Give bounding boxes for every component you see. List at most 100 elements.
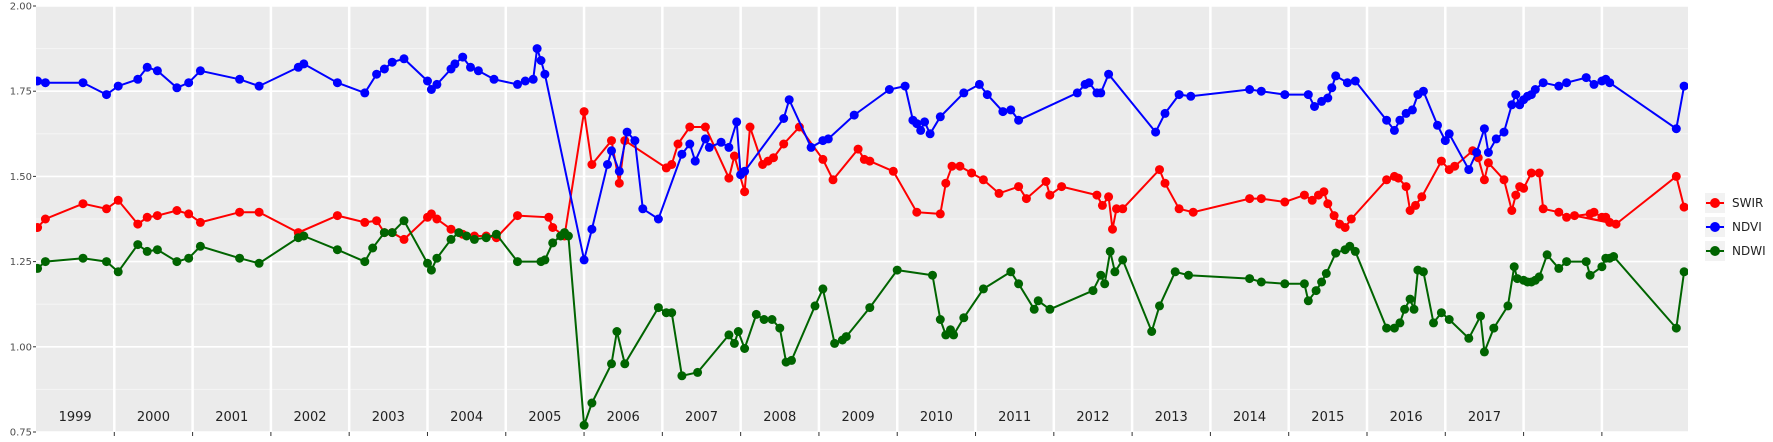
data-point (959, 88, 969, 98)
data-point (769, 153, 778, 163)
data-point (1340, 223, 1350, 232)
data-point (978, 284, 988, 294)
data-point (195, 66, 205, 76)
data-point (1507, 206, 1517, 215)
data-point (1409, 304, 1419, 314)
data-point (1105, 246, 1115, 256)
data-point (36, 263, 43, 273)
data-point (673, 139, 683, 149)
data-point (1507, 100, 1517, 110)
data-point (1679, 267, 1688, 277)
data-point (102, 204, 111, 214)
data-point (1280, 279, 1290, 289)
data-point (1188, 207, 1198, 217)
data-point (446, 224, 456, 234)
series-ndvi (36, 44, 1688, 265)
series-lines (36, 44, 1688, 430)
data-point (1538, 78, 1548, 88)
data-point (172, 206, 182, 215)
data-point (587, 398, 597, 408)
y-tick-label: 1.25 (10, 257, 32, 268)
data-point (884, 85, 894, 94)
data-point (1307, 195, 1317, 205)
data-point (1570, 211, 1579, 221)
data-point (740, 344, 750, 353)
data-point (540, 255, 550, 265)
data-point (1112, 204, 1121, 214)
legend-label: NDVI (1732, 220, 1762, 234)
data-point (912, 207, 922, 217)
data-point (40, 257, 50, 267)
data-point (740, 166, 750, 176)
data-point (823, 134, 833, 144)
data-point (184, 209, 194, 219)
data-point (1395, 115, 1405, 125)
data-point (432, 79, 442, 89)
data-point (700, 122, 710, 132)
data-point (1245, 194, 1255, 204)
year-label: 2003 (372, 410, 405, 425)
data-point (1444, 315, 1454, 324)
data-point (630, 136, 640, 146)
data-point (587, 160, 597, 169)
data-point (1509, 262, 1519, 272)
legend-item-swir: SWIR (1705, 193, 1763, 213)
data-point (548, 223, 558, 232)
data-point (892, 265, 902, 275)
data-point (360, 257, 370, 267)
data-point (806, 142, 816, 152)
data-point (603, 160, 612, 169)
data-point (1429, 318, 1438, 328)
year-label: 2009 (842, 410, 875, 425)
data-point (1118, 204, 1128, 214)
y-tick-label: 0.75 (10, 428, 32, 439)
data-point (1072, 88, 1082, 98)
data-point (528, 74, 538, 84)
data-point (379, 64, 389, 74)
data-point (830, 338, 840, 348)
data-point (1006, 267, 1016, 277)
data-point (1605, 78, 1615, 88)
year-label: 2016 (1390, 410, 1423, 425)
data-point (1342, 78, 1352, 88)
year-label: 2008 (763, 410, 796, 425)
data-point (1418, 86, 1428, 96)
data-point (1483, 148, 1493, 157)
data-point (1519, 183, 1529, 193)
data-point (1526, 168, 1536, 178)
data-point (959, 313, 969, 323)
data-point (865, 156, 875, 166)
data-point (1534, 168, 1544, 178)
data-point (729, 338, 739, 348)
year-label: 2017 (1468, 410, 1501, 425)
data-point (1174, 204, 1184, 214)
data-point (152, 245, 162, 255)
year-label: 2001 (215, 410, 248, 425)
data-point (372, 69, 382, 79)
data-point (1562, 78, 1572, 88)
data-point (1014, 115, 1024, 125)
data-point (1151, 127, 1161, 137)
data-point (667, 308, 677, 318)
data-point (1299, 190, 1309, 200)
data-point (622, 127, 632, 137)
data-point (423, 76, 432, 86)
data-point (36, 76, 43, 86)
data-point (928, 270, 937, 280)
data-point (466, 62, 475, 72)
data-point (387, 57, 397, 67)
data-point (1100, 279, 1110, 289)
data-point (1440, 136, 1450, 146)
data-point (1417, 192, 1427, 202)
data-point (235, 74, 245, 84)
legend: SWIR NDVI NDWI (1705, 193, 1766, 261)
data-point (685, 139, 695, 149)
data-point (1041, 177, 1051, 186)
data-point (759, 315, 769, 324)
data-point (1327, 83, 1337, 93)
data-point (195, 217, 205, 227)
data-point (1096, 88, 1106, 98)
data-point (1311, 286, 1321, 296)
data-point (1310, 102, 1319, 111)
data-point (1407, 105, 1417, 115)
